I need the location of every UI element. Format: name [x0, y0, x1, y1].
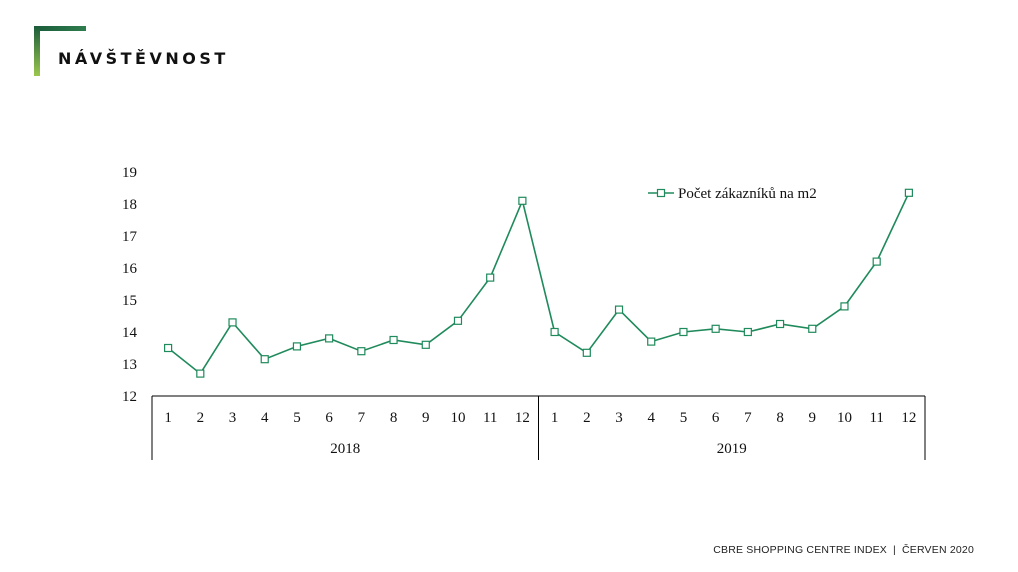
x-tick-label: 2 [197, 410, 205, 426]
data-point [325, 334, 334, 343]
data-point [872, 257, 881, 266]
legend-marker [656, 188, 666, 198]
data-point [743, 327, 752, 337]
x-tick-label: 3 [229, 410, 237, 426]
footer-separator: | [893, 544, 896, 556]
x-tick-label: 12 [901, 410, 916, 426]
footer-date: ČERVEN 2020 [901, 544, 974, 556]
x-tick-label: 4 [261, 410, 269, 426]
data-point [292, 342, 302, 351]
y-tick-label: 19 [122, 165, 137, 181]
data-point [453, 316, 463, 325]
data-point [389, 335, 398, 345]
title-accent-bracket [34, 26, 86, 76]
data-point [904, 188, 913, 197]
x-group-label: 2018 [330, 441, 360, 457]
x-tick-label: 3 [615, 410, 623, 426]
x-tick-label: 11 [869, 410, 883, 426]
x-tick-label: 8 [776, 410, 784, 426]
data-point [550, 327, 559, 337]
y-tick-label: 13 [122, 357, 137, 373]
data-point [840, 302, 849, 311]
y-tick-label: 14 [122, 325, 138, 341]
data-point [711, 324, 720, 333]
data-point [614, 305, 624, 314]
data-point [679, 327, 688, 337]
data-point [775, 319, 785, 329]
accent-bar-left [34, 26, 40, 76]
x-tick-label: 7 [358, 410, 366, 426]
data-point [228, 318, 237, 327]
x-tick-label: 1 [551, 410, 559, 426]
x-tick-label: 5 [680, 410, 688, 426]
data-point [518, 196, 527, 205]
x-tick-label: 12 [515, 410, 530, 426]
page-title: NÁVŠTĚVNOST [58, 49, 229, 68]
x-tick-label: 1 [164, 410, 172, 426]
y-tick-label: 15 [122, 293, 137, 309]
footer: CBRE SHOPPING CENTRE INDEX | ČERVEN 2020 [713, 544, 974, 556]
legend-label: Počet zákazníků na m2 [678, 186, 817, 202]
y-tick-label: 18 [122, 197, 137, 213]
x-group-label: 2019 [717, 441, 747, 457]
x-tick-label: 6 [325, 410, 333, 426]
data-point [486, 273, 495, 282]
data-point [260, 355, 269, 364]
data-point [357, 347, 366, 356]
x-tick-label: 8 [390, 410, 398, 426]
y-tick-label: 17 [122, 229, 138, 245]
accent-bar-top [34, 26, 86, 31]
data-point [196, 369, 205, 378]
x-tick-label: 7 [744, 410, 752, 426]
x-tick-label: 5 [293, 410, 301, 426]
footer-report-name: CBRE SHOPPING CENTRE INDEX [713, 544, 888, 556]
x-tick-label: 9 [422, 410, 430, 426]
data-point [582, 348, 591, 357]
x-tick-label: 10 [450, 410, 465, 426]
x-tick-label: 4 [647, 410, 655, 426]
data-point [421, 340, 430, 349]
x-tick-label: 11 [483, 410, 497, 426]
data-point [164, 343, 173, 353]
x-tick-label: 9 [809, 410, 817, 426]
data-point [808, 324, 817, 333]
y-tick-label: 12 [122, 389, 137, 405]
data-point [647, 337, 656, 346]
x-tick-label: 2 [583, 410, 591, 426]
x-tick-label: 6 [712, 410, 720, 426]
x-tick-label: 10 [837, 410, 852, 426]
series-line [167, 192, 910, 375]
y-tick-label: 16 [122, 261, 138, 277]
